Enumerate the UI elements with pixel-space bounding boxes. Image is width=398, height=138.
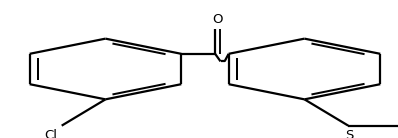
Text: O: O <box>212 14 223 26</box>
Text: S: S <box>345 129 353 138</box>
Text: Cl: Cl <box>44 129 57 138</box>
